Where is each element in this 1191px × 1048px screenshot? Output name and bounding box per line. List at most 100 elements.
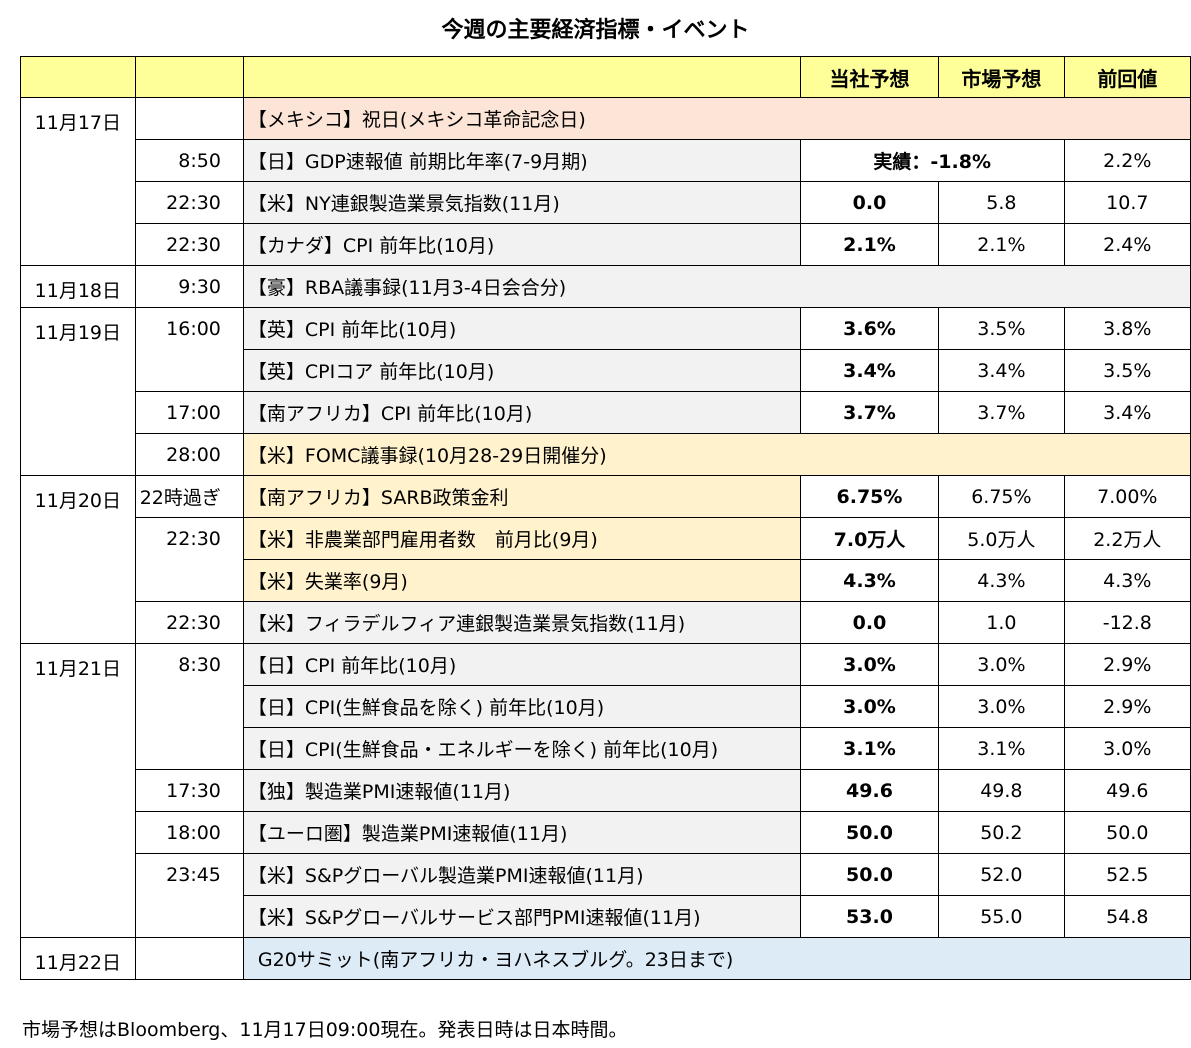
time-cell: 22時過ぎ [134,475,244,518]
table-row: 22:30 【米】NY連銀製造業景気指数(11月) 0.0 5.8 10.7 [20,181,1191,224]
event-cell: G20サミット(南アフリカ・ヨハネスブルグ。23日まで) [242,937,1191,980]
date-cell: 11月17日 [20,97,136,140]
date-cell [20,391,136,434]
time-cell: 18:00 [134,811,244,854]
date-cell: 11月18日 [20,265,136,308]
table-row: 【日】CPI(生鮮食品を除く) 前年比(10月) 3.0% 3.0% 2.9% [20,685,1191,728]
date-cell [20,349,136,392]
table-row: 11月19日 16:00 【英】CPI 前年比(10月) 3.6% 3.5% 3.8% [20,307,1191,350]
prev-cell: 3.0% [1063,727,1191,770]
market-cell: 5.8 [938,181,1065,224]
event-cell: 【メキシコ】祝日(メキシコ革命記念日) [242,97,1191,140]
ours-cell: 4.3% [799,559,940,602]
prev-cell: 7.00% [1063,475,1191,518]
time-cell [134,97,244,140]
time-cell: 17:00 [134,391,244,434]
date-cell [20,559,136,602]
table-row: 【英】CPIコア 前年比(10月) 3.4% 3.4% 3.5% [20,349,1191,392]
time-cell: 17:30 [134,769,244,812]
table-body: 当社予想 市場予想 前回値 11月17日 【メキシコ】祝日(メキシコ革命記念日) 8:50… [20,56,1191,980]
time-cell: 23:45 [134,853,244,896]
ours-cell: 0.0 [799,181,940,224]
time-cell [134,349,244,392]
date-cell: 11月22日 [20,937,136,980]
ours-cell: 3.0% [799,685,940,728]
ours-cell: 7.0万人 [799,517,940,560]
date-cell: 11月19日 [20,307,136,350]
time-cell: 28:00 [134,433,244,476]
market-cell: 3.7% [938,391,1065,434]
table-row: 【日】CPI(生鮮食品・エネルギーを除く) 前年比(10月) 3.1% 3.1% 3.… [20,727,1191,770]
ours-cell: 0.0 [799,601,940,644]
date-cell [20,433,136,476]
time-cell [134,937,244,980]
time-cell: 22:30 [134,517,244,560]
market-cell: 50.2 [938,811,1065,854]
event-cell: 【カナダ】CPI 前年比(10月) [242,223,801,266]
event-cell: 【ユーロ圏】製造業PMI速報値(11月) [242,811,801,854]
prev-cell: 49.6 [1063,769,1191,812]
date-cell: 11月20日 [20,475,136,518]
header-row: 当社予想 市場予想 前回値 [20,56,1191,98]
date-cell [20,139,136,182]
event-cell: 【米】非農業部門雇用者数 前月比(9月) [242,517,801,560]
market-cell: 6.75% [938,475,1065,518]
ours-cell: 3.1% [799,727,940,770]
ours-cell: 3.4% [799,349,940,392]
table-row: 11月22日 G20サミット(南アフリカ・ヨハネスブルグ。23日まで) [20,937,1191,980]
prev-cell: 52.5 [1063,853,1191,896]
ours-cell: 3.6% [799,307,940,350]
time-cell: 22:30 [134,181,244,224]
table-row: 【米】S&Pグローバルサービス部門PMI速報値(11月) 53.0 55.0 54.8 [20,895,1191,938]
market-cell: 3.4% [938,349,1065,392]
market-cell: 1.0 [938,601,1065,644]
header-cell: 当社予想 [799,56,940,98]
prev-cell: 3.8% [1063,307,1191,350]
prev-cell: 50.0 [1063,811,1191,854]
event-cell: 【米】NY連銀製造業景気指数(11月) [242,181,801,224]
event-cell: 【米】FOMC議事録(10月28-29日開催分) [242,433,1191,476]
prev-cell: 2.2万人 [1063,517,1191,560]
time-cell: 8:30 [134,643,244,686]
date-cell [20,769,136,812]
ours-cell: 3.0% [799,643,940,686]
market-cell: 3.5% [938,307,1065,350]
date-cell [20,727,136,770]
event-cell: 【米】S&Pグローバルサービス部門PMI速報値(11月) [242,895,801,938]
prev-cell: 2.9% [1063,685,1191,728]
event-cell: 【米】S&Pグローバル製造業PMI速報値(11月) [242,853,801,896]
title: 今週の主要経済指標・イベント [441,18,750,43]
event-cell: 【日】GDP速報値 前期比年率(7-9月期) [242,139,801,182]
header-cell [242,56,801,98]
market-cell: 4.3% [938,559,1065,602]
prev-cell: 54.8 [1063,895,1191,938]
event-cell: 【米】失業率(9月) [242,559,801,602]
time-cell: 22:30 [134,223,244,266]
table-row: 11月17日 【メキシコ】祝日(メキシコ革命記念日) [20,97,1191,140]
table-row: 8:50 【日】GDP速報値 前期比年率(7-9月期) 実績：-1.8% 2.2% [20,139,1191,182]
time-cell [134,727,244,770]
table-row: 17:30 【独】製造業PMI速報値(11月) 49.6 49.8 49.6 [20,769,1191,812]
market-cell: 49.8 [938,769,1065,812]
market-cell: 3.0% [938,685,1065,728]
time-cell: 16:00 [134,307,244,350]
table-row: 11月21日 8:30 【日】CPI 前年比(10月) 3.0% 3.0% 2.9% [20,643,1191,686]
market-cell: 55.0 [938,895,1065,938]
event-cell: 【米】フィラデルフィア連銀製造業景気指数(11月) [242,601,801,644]
market-cell: 3.1% [938,727,1065,770]
prev-cell: 2.2% [1063,139,1191,182]
event-cell: 【英】CPIコア 前年比(10月) [242,349,801,392]
header-cell: 市場予想 [938,56,1065,98]
time-cell: 22:30 [134,601,244,644]
prev-cell: 2.4% [1063,223,1191,266]
date-cell [20,685,136,728]
actual-cell: 実績：-1.8% [799,139,1065,182]
ours-cell: 50.0 [799,811,940,854]
prev-cell: 2.9% [1063,643,1191,686]
prev-cell: 3.5% [1063,349,1191,392]
market-cell: 3.0% [938,643,1065,686]
ours-cell: 3.7% [799,391,940,434]
prev-cell: 3.4% [1063,391,1191,434]
table-row: 【米】失業率(9月) 4.3% 4.3% 4.3% [20,559,1191,602]
time-cell: 9:30 [134,265,244,308]
